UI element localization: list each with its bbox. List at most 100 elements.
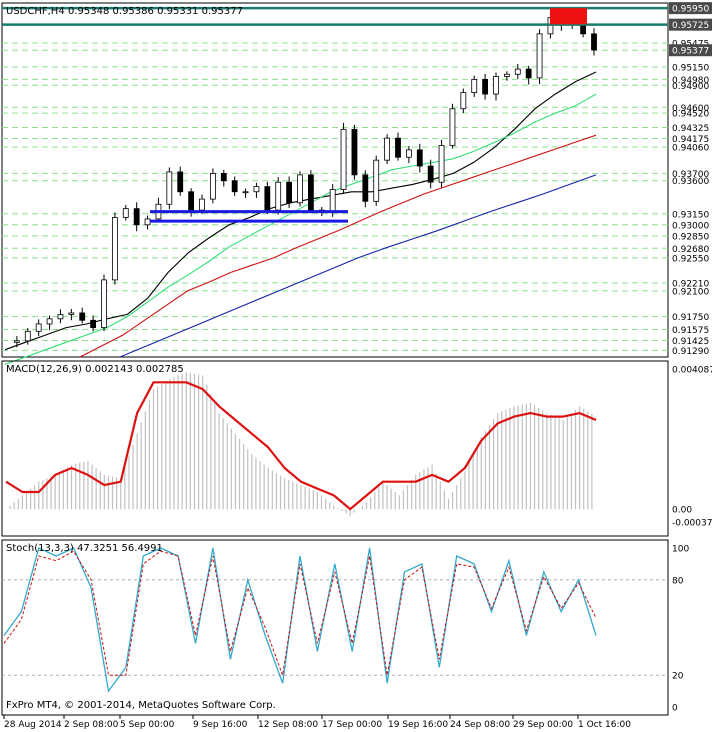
candle-body <box>591 33 597 51</box>
price-panel: 0.959500.957250.954750.953770.951500.949… <box>1 2 712 365</box>
candle-body <box>471 78 478 94</box>
price-tick-label: 0.91290 <box>672 347 709 357</box>
candle-body <box>427 165 434 183</box>
stoch-scale-label: 100 <box>672 545 689 555</box>
stoch-frame <box>1 539 669 716</box>
candle-body <box>493 76 499 95</box>
candle-body <box>209 172 216 200</box>
price-tick-label: 0.95725 <box>672 21 709 31</box>
candle-body <box>101 279 107 329</box>
price-tick-label: 0.95950 <box>672 5 709 15</box>
price-tick-label: 0.94520 <box>672 110 709 120</box>
candle-body <box>35 323 42 332</box>
candle-body <box>177 171 184 193</box>
candle-body <box>79 312 86 321</box>
overlay-text: USDCHF,H4 0.95348 0.95386 0.95331 0.9537… <box>6 6 276 711</box>
price-tick-label: 0.94600 <box>672 104 709 114</box>
macd-panel: 0.004087 0.00 -0.000375 <box>1 360 712 537</box>
candle-body <box>307 174 314 211</box>
candle-body <box>514 68 521 75</box>
resistance-zone <box>550 8 587 25</box>
candle-body <box>199 198 205 211</box>
candle-body <box>242 191 249 194</box>
moving-average-red <box>79 134 597 358</box>
candle-body <box>438 145 445 183</box>
price-tick-label: 0.92550 <box>672 254 709 264</box>
price-tick-label: 0.94325 <box>672 124 709 134</box>
time-tick-label: 2 Sep 08:00 <box>64 720 119 730</box>
time-tick-label: 24 Sep 08:00 <box>450 720 510 730</box>
stoch-label: Stoch(13,3,3) 47.3251 56.4991 <box>6 543 163 554</box>
candle-body <box>144 218 151 226</box>
time-tick-label: 29 Sep 00:00 <box>513 720 573 730</box>
macd-scale-label: -0.000375 <box>672 519 712 529</box>
candle-body <box>351 128 358 176</box>
candle-body <box>503 73 510 77</box>
price-tick-label: 0.94175 <box>672 135 709 145</box>
candle-body <box>416 149 423 167</box>
candle-body <box>68 312 75 315</box>
price-tick-label: 0.93700 <box>672 170 709 180</box>
macd-frame <box>1 360 669 537</box>
price-tick-label: 0.91425 <box>672 337 709 347</box>
candle-body <box>395 137 401 158</box>
stoch-signal-line <box>3 550 597 676</box>
time-tick-label: 17 Sep 00:00 <box>322 720 382 730</box>
price-tick-label: 0.94060 <box>672 143 709 153</box>
time-tick-label: 1 Oct 16:00 <box>578 720 631 730</box>
candle-body <box>525 68 532 79</box>
price-frame <box>1 2 669 358</box>
stoch-panel: 100 80 20 0 <box>1 539 689 716</box>
candle-body <box>329 189 336 212</box>
candle-body <box>220 172 227 182</box>
candle-body <box>384 137 391 161</box>
price-tick-label: 0.95150 <box>672 63 709 73</box>
price-tick-label: 0.95377 <box>672 47 709 57</box>
candle-body <box>362 174 369 202</box>
price-tag-box <box>669 44 712 57</box>
time-tick-label: 9 Sep 16:00 <box>193 720 248 730</box>
macd-signal-line <box>5 381 597 511</box>
price-tick-label: 0.92210 <box>672 279 709 289</box>
price-tag-box <box>669 2 712 15</box>
candle-body <box>405 149 412 158</box>
candle-body <box>133 208 140 226</box>
candle-body <box>253 186 260 193</box>
candle-body <box>340 128 347 190</box>
price-tick-label: 0.91575 <box>672 326 709 336</box>
price-tick-label: 0.92100 <box>672 287 709 297</box>
moving-average-blue <box>119 174 597 358</box>
candle-body <box>264 186 271 211</box>
price-tick-label: 0.93600 <box>672 177 709 187</box>
price-tick-label: 0.93150 <box>672 210 709 220</box>
candle-body <box>24 330 31 342</box>
candle-body <box>449 108 456 146</box>
time-tick-label: 28 Aug 2014 <box>4 720 62 730</box>
price-tick-label: 0.92680 <box>672 245 709 255</box>
time-tick-label: 12 Sep 08:00 <box>258 720 318 730</box>
candle-body <box>122 208 129 218</box>
candle-body <box>46 318 53 325</box>
price-tick-label: 0.92850 <box>672 232 709 242</box>
copyright: FxPro MT4, © 2001-2014, MetaQuotes Softw… <box>6 700 276 711</box>
candle-body <box>188 191 195 211</box>
price-tick-label: 0.94900 <box>672 82 709 92</box>
candle-body <box>536 33 543 79</box>
price-tag-box <box>669 18 712 31</box>
candle-body <box>297 174 303 204</box>
candle-body <box>460 92 467 110</box>
candle-body <box>90 319 97 329</box>
candle-body <box>231 180 238 193</box>
time-tick-label: 19 Sep 16:00 <box>388 720 448 730</box>
candle-body <box>57 314 64 320</box>
candle-body <box>286 181 293 204</box>
stoch-scale-label: 0 <box>672 704 678 714</box>
candle-body <box>13 340 20 343</box>
stoch-scale-label: 20 <box>672 672 684 682</box>
stoch-scale-label: 80 <box>672 576 684 586</box>
symbol-timeframe: USDCHF,H4 <box>6 6 65 17</box>
candle-body <box>166 171 173 205</box>
macd-label: MACD(12,26,9) 0.002143 0.002785 <box>6 364 184 375</box>
